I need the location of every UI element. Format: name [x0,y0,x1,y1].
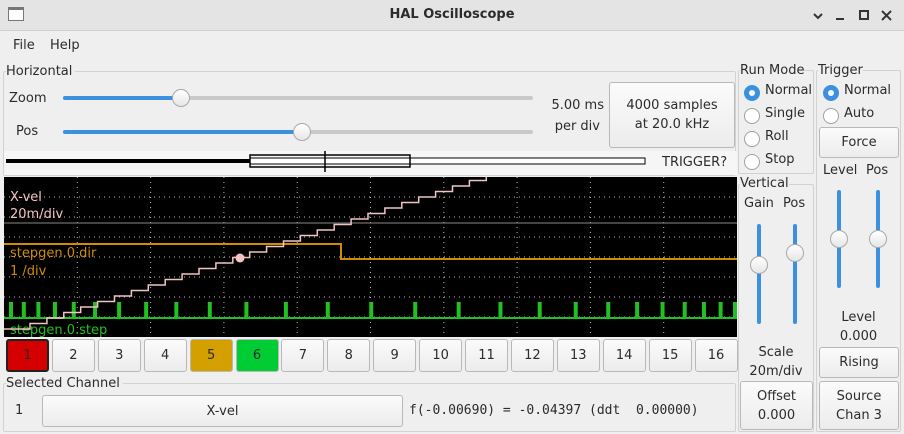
scale-value: 20m/div [749,364,803,379]
pos-slider-fill [63,130,303,134]
vertical-pos-slider[interactable] [793,224,797,324]
selected-channel-button[interactable]: X-vel [42,395,403,427]
source-button[interactable]: Source Chan 3 [819,381,899,430]
radio-label[interactable]: Single [765,106,805,121]
trace-line [4,243,737,260]
trigger-level-title: Level [841,310,876,325]
channel-button[interactable]: 8 [327,339,371,372]
trace-cursor [235,253,245,263]
title-bar [0,0,904,31]
selected-channel-number: 1 [15,403,24,418]
gain-label: Gain [744,196,774,211]
scale-label: Scale [758,345,794,360]
zoom-slider-handle[interactable] [172,89,190,107]
trace-scale: 1 /div [10,264,47,279]
record-overview [4,151,737,175]
horizontal-title: Horizontal [6,64,76,79]
menu-help[interactable]: Help [50,38,80,53]
radio-label[interactable]: Roll [765,129,789,144]
pos-label: Pos [16,124,39,139]
trigger-level-slider-handle[interactable] [830,230,848,248]
channel-button[interactable]: 16 [694,339,738,372]
horizontal-frame [3,71,736,176]
channel-button[interactable]: 9 [373,339,417,372]
close-icon[interactable] [881,10,892,21]
time-scale: 5.00 ms [551,98,604,113]
channel-button[interactable]: 10 [419,339,463,372]
channel-button[interactable]: 6 [235,339,279,372]
trigger-title: Trigger [818,63,863,78]
channel-button[interactable]: 14 [602,339,646,372]
radio-button[interactable] [823,108,839,124]
channel-button[interactable]: 4 [143,339,187,372]
radio-button[interactable] [744,85,760,101]
zoom-label: Zoom [9,91,47,106]
channel-button[interactable]: 11 [465,339,508,372]
time-scale-unit: per div [554,119,600,134]
window-controls[interactable] [800,6,900,26]
sample-rate: at 20.0 kHz [634,117,710,132]
channel-button[interactable]: 1 [6,339,49,372]
trigger-level-label: Level [823,163,858,178]
trace-scale: 20m/div [10,207,63,222]
menu-bar [0,31,904,60]
radio-button[interactable] [744,131,760,147]
zoom-slider-fill [63,96,181,100]
app-icon [8,7,24,21]
minimize-icon[interactable] [813,13,823,20]
radio-button[interactable] [744,108,760,124]
selected-channel-frame [3,383,736,432]
radio-label[interactable]: Stop [765,152,795,167]
radio-label[interactable]: Normal [765,83,813,98]
trace-line [4,177,488,330]
radio-button[interactable] [823,85,839,101]
radio-label[interactable]: Normal [844,83,892,98]
vertical-pos-label: Pos [783,196,806,211]
pos-slider-handle[interactable] [293,123,311,141]
radio-label[interactable]: Auto [844,106,875,121]
offset-label: Offset [756,388,797,404]
force-button[interactable]: Force [819,127,899,158]
channel-button[interactable]: 15 [648,339,692,372]
source-label: Source [836,388,882,404]
source-value: Chan 3 [836,407,882,423]
overview-window [249,154,411,168]
offset-value: 0.000 [757,407,796,423]
maximize-icon[interactable] [859,10,869,20]
channel-button[interactable]: 5 [189,339,233,372]
scope-display: X-vel 20m/div stepgen.0.dir 1 /div stepg… [4,177,737,337]
channel-button[interactable]: 3 [97,339,141,372]
channel-button[interactable]: 7 [281,339,325,372]
edge-button[interactable]: Rising [819,347,899,378]
channel-button[interactable]: 13 [556,339,600,372]
trace-name: X-vel [10,190,42,205]
samples-count: 4000 samples [626,98,718,113]
trigger-pos-slider-handle[interactable] [869,230,887,248]
selected-channel-title: Selected Channel [6,376,123,391]
run-mode-title: Run Mode [740,63,805,78]
vertical-title: Vertical [740,176,789,191]
trace-name: stepgen.0.step [10,323,107,337]
zoom-slider[interactable] [63,96,533,100]
selected-channel-readout: f(-0.00690) = -0.04397 (ddt 0.00000) [409,403,699,418]
window-title: HAL Oscilloscope [389,7,515,22]
trace-name: stepgen.0.dir [10,246,97,261]
trigger-status: TRIGGER? [662,155,728,170]
channel-button[interactable]: 12 [510,339,554,372]
overview-buffer [249,157,646,165]
vertical-pos-slider-handle[interactable] [786,244,804,262]
samples-button[interactable]: 4000 samples at 20.0 kHz [609,82,735,148]
offset-button[interactable]: Offset 0.000 [740,381,813,430]
radio-button[interactable] [744,154,760,170]
channel-button[interactable]: 2 [51,339,95,372]
trace-line [4,302,737,319]
trigger-level-value: 0.000 [839,329,878,344]
gain-slider-handle[interactable] [750,256,768,274]
menu-file[interactable]: File [13,38,35,53]
trigger-pos-label: Pos [866,163,889,178]
gain-slider[interactable] [757,224,761,324]
